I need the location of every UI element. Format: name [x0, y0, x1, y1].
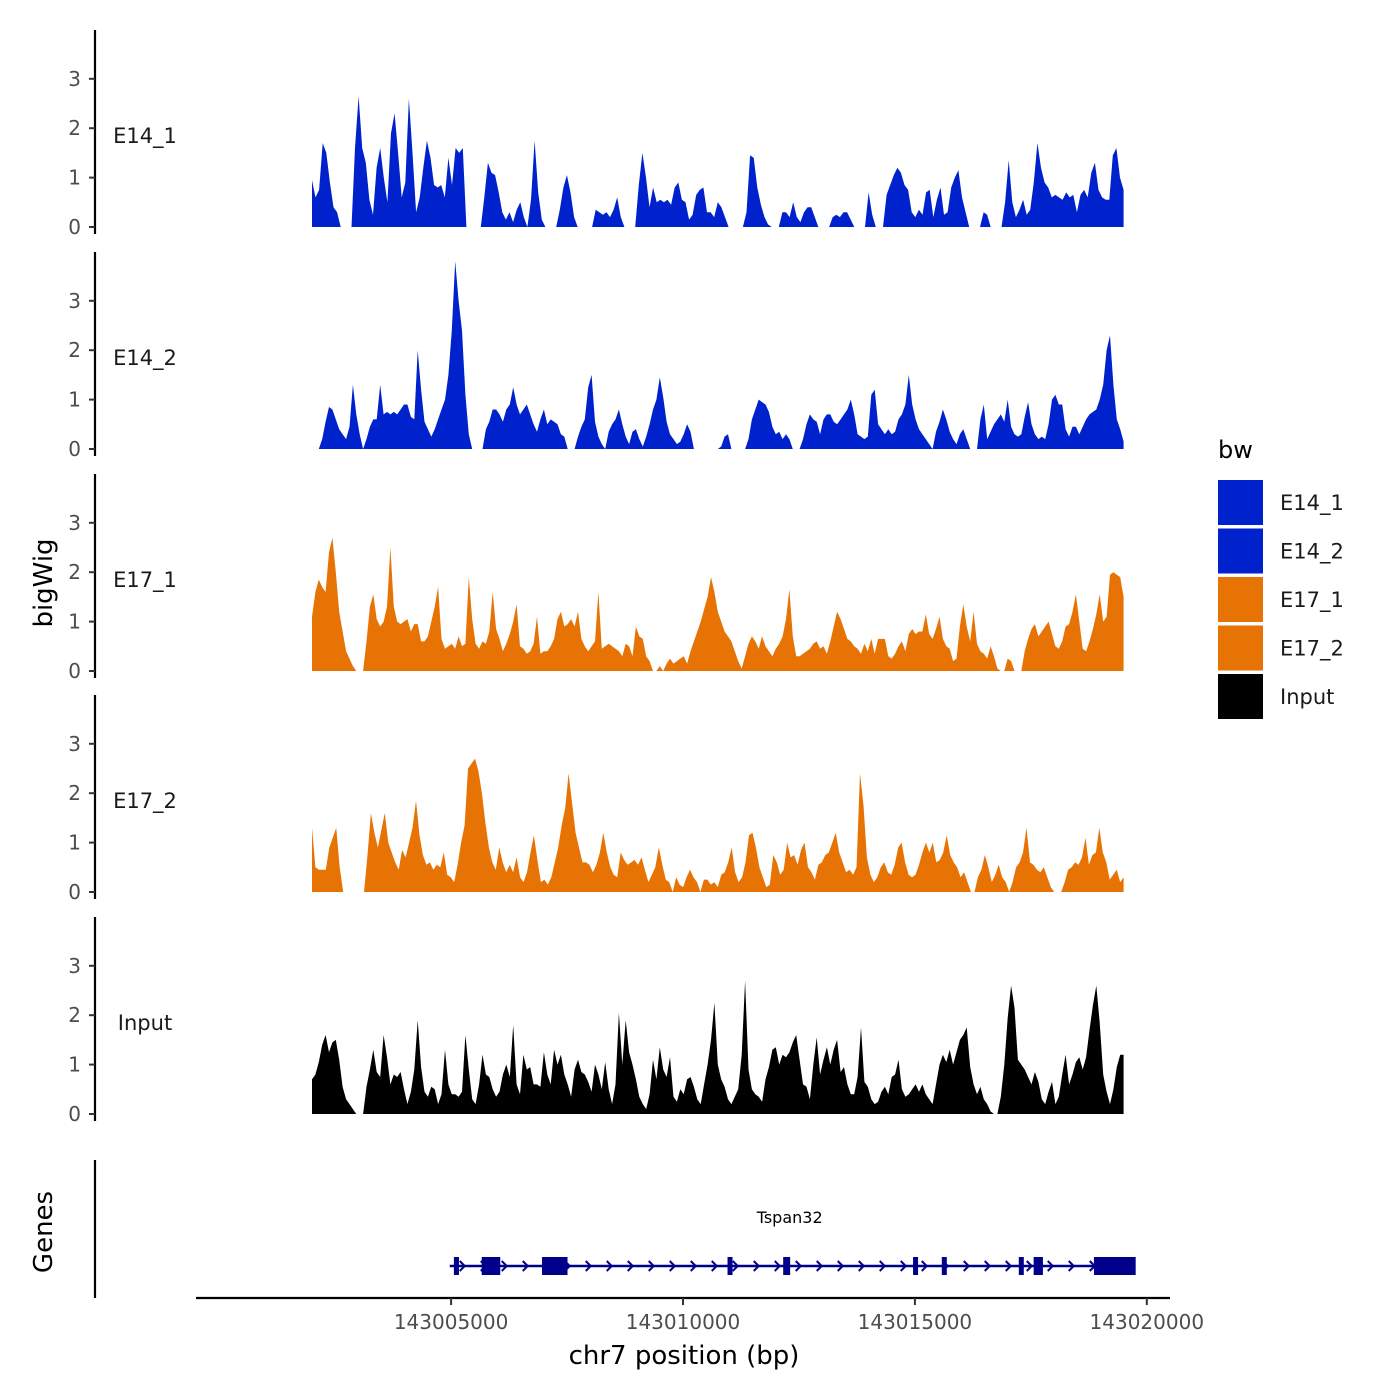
strand-arrow	[585, 1260, 593, 1272]
legend-label: E17_1	[1280, 588, 1344, 613]
legend-swatch	[1218, 480, 1263, 525]
x-tick-label: 143010000	[626, 1310, 741, 1334]
coverage-area	[312, 261, 1124, 449]
y-axis-title: bigWig	[29, 538, 59, 627]
y-tick-label: 0	[68, 437, 81, 461]
gene-exon	[1018, 1257, 1024, 1275]
y-tick-label: 0	[68, 1102, 81, 1126]
tracks-layer: 0 1 2 3 E14_1 0 1 2 3 E14_2 0 1 2 3 E17_1 0 1 2 3 E17_2 0 1 2 3…	[68, 30, 1124, 1126]
legend-swatch	[1218, 528, 1263, 574]
y-tick-label: 2	[68, 116, 81, 140]
track-panel-e14-2: 0 1 2 3 E14_2	[68, 252, 1124, 461]
y-tick-label: 0	[68, 659, 81, 683]
strand-arrow	[900, 1260, 908, 1272]
legend-label: Input	[1280, 685, 1334, 709]
legend-swatch	[1218, 674, 1263, 719]
strand-arrow	[774, 1260, 782, 1272]
y-tick-label: 3	[68, 954, 81, 978]
strand-arrow	[606, 1260, 614, 1272]
y-tick-label: 2	[68, 1003, 81, 1027]
track-label: Input	[118, 1011, 172, 1035]
x-tick-label: 143005000	[394, 1310, 509, 1334]
y-tick-label: 2	[68, 781, 81, 805]
strand-arrow	[522, 1260, 530, 1272]
strand-arrow	[690, 1260, 698, 1272]
strand-arrow	[963, 1260, 971, 1272]
strand-arrow	[711, 1260, 719, 1272]
track-label: E17_1	[113, 568, 177, 593]
coverage-area	[312, 980, 1124, 1114]
y-tick-label: 1	[68, 1053, 81, 1077]
strand-arrow	[1068, 1260, 1076, 1272]
track-panel-e14-1: 0 1 2 3 E14_1	[68, 30, 1124, 239]
strand-arrow	[984, 1260, 992, 1272]
x-axis: 143005000 143010000 143015000 143020000	[196, 1296, 1205, 1334]
strand-arrow	[921, 1260, 929, 1272]
gene-track-title: Genes	[29, 1191, 59, 1273]
track-panel-e17-2: 0 1 2 3 E17_2	[68, 695, 1124, 904]
strand-arrow	[837, 1260, 845, 1272]
y-tick-label: 2	[68, 338, 81, 362]
strand-arrow	[459, 1260, 467, 1272]
gene-name-label: Tspan32	[756, 1208, 823, 1227]
strand-arrow	[501, 1260, 509, 1272]
gene-exon	[1093, 1257, 1136, 1275]
gene-exon	[542, 1257, 568, 1275]
legend-label: E14_1	[1280, 491, 1344, 516]
strand-arrow	[1047, 1260, 1055, 1272]
strand-arrow	[648, 1260, 656, 1272]
x-tick-label: 143020000	[1090, 1310, 1205, 1334]
legend: bw E14_1 E14_2 E17_1 E17_2 Input	[1218, 436, 1344, 719]
gene-exon	[783, 1257, 791, 1275]
gene-track-layer: Tspan32	[93, 1160, 1136, 1298]
y-tick-label: 3	[68, 289, 81, 313]
strand-arrow	[669, 1260, 677, 1272]
x-tick-label: 143015000	[858, 1310, 973, 1334]
track-label: E14_1	[113, 124, 177, 149]
y-tick-label: 3	[68, 511, 81, 535]
coverage-area	[312, 537, 1124, 671]
strand-arrow	[753, 1260, 761, 1272]
strand-arrow	[627, 1260, 635, 1272]
gene-exon	[727, 1257, 733, 1275]
legend-label: E17_2	[1280, 637, 1344, 662]
y-tick-label: 1	[68, 166, 81, 190]
track-label: E17_2	[113, 789, 177, 814]
y-tick-label: 1	[68, 831, 81, 855]
strand-arrow	[879, 1260, 887, 1272]
legend-swatch	[1218, 625, 1263, 671]
strand-arrow	[732, 1260, 740, 1272]
strand-arrow	[858, 1260, 866, 1272]
gene-exon	[913, 1257, 919, 1275]
y-tick-label: 0	[68, 880, 81, 904]
y-tick-label: 3	[68, 67, 81, 91]
coverage-area	[312, 758, 1124, 892]
track-panel-input: 0 1 2 3 Input	[68, 917, 1124, 1126]
track-label: E14_2	[113, 346, 177, 371]
y-tick-label: 1	[68, 388, 81, 412]
strand-arrow	[795, 1260, 803, 1272]
y-tick-label: 0	[68, 215, 81, 239]
legend-title: bw	[1218, 436, 1253, 464]
legend-swatch	[1218, 577, 1263, 622]
strand-arrow	[1026, 1260, 1034, 1272]
y-tick-label: 2	[68, 560, 81, 584]
strand-arrow	[1005, 1260, 1013, 1272]
gene-exon	[941, 1257, 947, 1275]
gene-exon	[481, 1257, 501, 1275]
x-axis-title: chr7 position (bp)	[569, 1341, 800, 1371]
strand-arrow	[816, 1260, 824, 1272]
gene-exon	[453, 1257, 459, 1275]
track-panel-e17-1: 0 1 2 3 E17_1	[68, 474, 1124, 683]
legend-label: E14_2	[1280, 540, 1344, 565]
y-tick-label: 1	[68, 610, 81, 634]
coverage-area	[312, 96, 1124, 227]
y-tick-label: 3	[68, 732, 81, 756]
gene-exon	[1033, 1257, 1043, 1275]
